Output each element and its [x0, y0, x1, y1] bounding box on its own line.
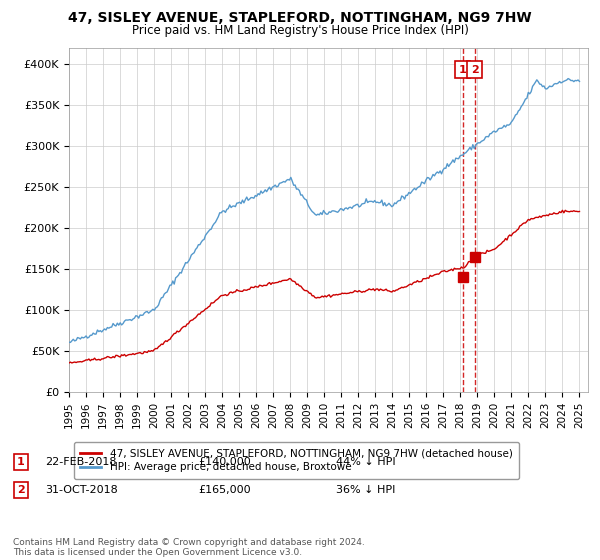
Text: 2: 2 — [470, 65, 478, 74]
Text: 44% ↓ HPI: 44% ↓ HPI — [336, 457, 395, 467]
Text: Contains HM Land Registry data © Crown copyright and database right 2024.
This d: Contains HM Land Registry data © Crown c… — [13, 538, 365, 557]
Text: 36% ↓ HPI: 36% ↓ HPI — [336, 485, 395, 495]
Text: 2: 2 — [17, 485, 25, 495]
Text: 1: 1 — [459, 65, 466, 74]
Text: 31-OCT-2018: 31-OCT-2018 — [45, 485, 118, 495]
Text: 1: 1 — [17, 457, 25, 467]
Text: £140,000: £140,000 — [198, 457, 251, 467]
Text: £165,000: £165,000 — [198, 485, 251, 495]
Text: Price paid vs. HM Land Registry's House Price Index (HPI): Price paid vs. HM Land Registry's House … — [131, 24, 469, 36]
Text: 47, SISLEY AVENUE, STAPLEFORD, NOTTINGHAM, NG9 7HW: 47, SISLEY AVENUE, STAPLEFORD, NOTTINGHA… — [68, 11, 532, 25]
Text: 22-FEB-2018: 22-FEB-2018 — [45, 457, 116, 467]
Legend: 47, SISLEY AVENUE, STAPLEFORD, NOTTINGHAM, NG9 7HW (detached house), HPI: Averag: 47, SISLEY AVENUE, STAPLEFORD, NOTTINGHA… — [74, 442, 519, 479]
